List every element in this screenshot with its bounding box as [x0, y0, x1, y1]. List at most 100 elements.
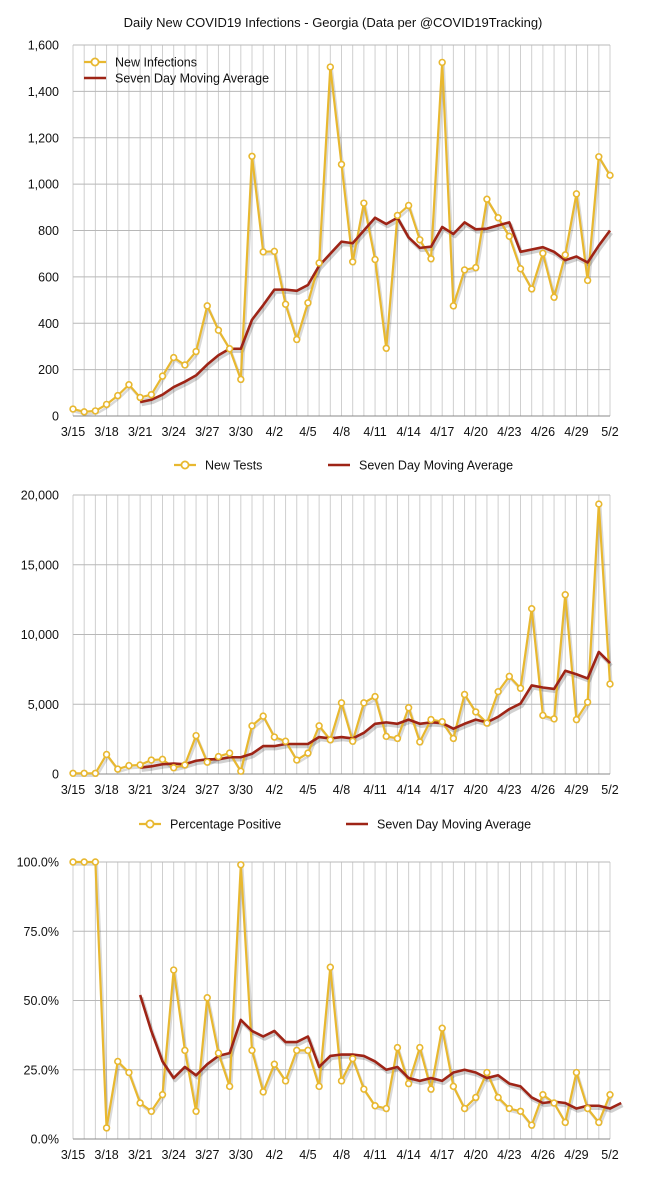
data-point: [595, 153, 603, 161]
y-tick-label: 10,000: [21, 628, 59, 642]
data-point: [583, 698, 592, 706]
series-line-seven-day-moving-average: [139, 216, 612, 404]
x-tick-label: 4/17: [430, 783, 454, 797]
main-line-shadow: [74, 863, 613, 1132]
x-tick-label: 4/20: [464, 1148, 488, 1162]
data-point: [539, 1090, 547, 1099]
data-point: [505, 1104, 514, 1113]
x-tick-label: 3/18: [94, 783, 118, 797]
x-tick-label: 4/26: [531, 1148, 555, 1162]
data-point: [181, 361, 189, 369]
y-tick-label: 0: [52, 410, 59, 424]
y-tick-label: 0: [52, 768, 59, 782]
data-point: [203, 758, 211, 766]
data-point: [69, 858, 77, 866]
data-point: [326, 63, 335, 71]
data-point: [572, 715, 581, 724]
data-point: [472, 1093, 480, 1102]
data-point: [225, 1082, 234, 1091]
data-point: [102, 1124, 111, 1132]
data-point: [259, 1088, 267, 1096]
x-tick-label: 3/18: [94, 425, 118, 439]
x-tick-label: 3/18: [94, 1148, 118, 1162]
data-point: [606, 1090, 614, 1099]
data-point: [125, 761, 133, 770]
data-point: [326, 963, 335, 971]
data-point: [169, 353, 178, 362]
data-point: [225, 345, 234, 353]
data-point: [259, 712, 267, 720]
data-point: [248, 722, 256, 730]
data-markers: [69, 858, 614, 1132]
x-tick-label: 4/26: [531, 425, 555, 439]
data-point: [483, 195, 491, 203]
x-tick-label: 5/2: [601, 425, 618, 439]
data-point: [550, 293, 558, 301]
y-tick-label: 0.0%: [31, 1133, 60, 1147]
data-point: [315, 1082, 323, 1091]
chart-title: Daily New COVID19 Infections - Georgia (…: [124, 15, 543, 30]
x-tick-label: 3/24: [162, 1148, 186, 1162]
data-point: [539, 249, 547, 257]
data-point: [214, 752, 223, 761]
legend-label: Seven Day Moving Average: [359, 459, 513, 473]
data-point: [371, 255, 379, 264]
data-point: [114, 765, 122, 773]
data-point: [281, 1077, 290, 1085]
x-tick-label: 4/26: [531, 783, 555, 797]
x-tick-label: 4/14: [396, 425, 420, 439]
x-tick-label: 4/5: [299, 1148, 316, 1162]
data-point: [561, 1118, 569, 1127]
data-point: [158, 755, 167, 764]
data-point: [460, 1104, 469, 1113]
data-point: [69, 769, 77, 778]
legend: New Tests Seven Day Moving Average: [174, 459, 513, 473]
data-point: [136, 393, 144, 402]
data-point: [248, 1046, 256, 1055]
x-tick-label: 4/20: [464, 783, 488, 797]
x-tick-label: 3/21: [128, 425, 152, 439]
data-point: [125, 380, 133, 389]
data-point: [516, 1107, 525, 1116]
data-point: [80, 769, 88, 778]
x-tick-label: 3/27: [195, 783, 219, 797]
data-point: [360, 199, 368, 207]
data-point: [595, 500, 603, 508]
data-point: [416, 738, 424, 746]
data-point: [225, 749, 234, 757]
data-point: [416, 236, 424, 244]
y-tick-label: 1,000: [28, 178, 59, 192]
x-tick-label: 3/30: [229, 425, 253, 439]
data-point: [80, 858, 88, 866]
x-tick-label: 3/30: [229, 1148, 253, 1162]
data-point: [270, 733, 279, 741]
y-tick-label: 20,000: [21, 489, 59, 503]
data-point: [550, 1099, 558, 1107]
data-point: [427, 715, 435, 724]
data-point: [360, 699, 368, 707]
data-point: [561, 251, 569, 259]
legend-label: Percentage Positive: [170, 818, 281, 832]
legend-marker: [145, 819, 155, 829]
legend-label: New Tests: [205, 459, 262, 473]
y-tick-label: 50.0%: [24, 994, 59, 1008]
data-point: [505, 232, 514, 240]
data-point: [114, 1057, 122, 1066]
data-point: [348, 258, 357, 266]
data-point: [527, 285, 536, 293]
data-point: [147, 756, 156, 764]
data-point: [427, 1085, 435, 1093]
legend: Percentage Positive Seven Day Moving Aver…: [139, 818, 531, 832]
percent-positive-chart: 0.0% 25.0% 50.0% 75.0% 100.0% 3/15 3/18 3/21 3/2…: [17, 818, 624, 1162]
data-point: [404, 1079, 413, 1088]
data-point: [572, 190, 581, 198]
x-tick-label: 4/11: [363, 1148, 386, 1162]
x-tick-label: 4/2: [266, 425, 283, 439]
main-line-shadow: [74, 63, 613, 416]
data-point: [214, 1049, 223, 1057]
x-tick-label: 4/5: [299, 783, 316, 797]
avg-line-shadow: [139, 996, 624, 1113]
data-point: [382, 344, 390, 352]
data-point: [360, 1085, 368, 1093]
x-tick-label: 4/2: [266, 783, 283, 797]
